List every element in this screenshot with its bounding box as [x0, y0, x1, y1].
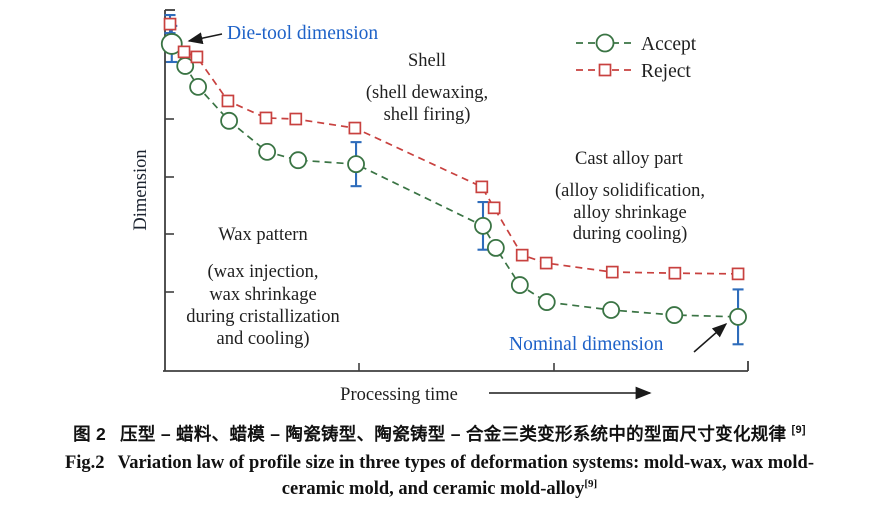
stage-wax-title: Wax pattern: [218, 225, 307, 245]
accept-marker-circle: [602, 301, 621, 319]
reject-marker-square: [177, 45, 191, 59]
stage-shell-line: shell firing): [384, 105, 471, 125]
accept-marker-circle: [258, 142, 277, 161]
caption-en-text2: ceramic mold, and ceramic mold-alloy: [281, 479, 585, 500]
accept-marker-circle: [665, 306, 684, 324]
stage-wax-pattern: Wax pattern (wax injection, wax shrinkag…: [186, 225, 340, 349]
nominal-arrow: [693, 323, 728, 353]
caption-zh-reference: [9]: [791, 424, 806, 437]
reject-marker-square: [731, 267, 745, 281]
legend-accept-circle-icon: [595, 33, 615, 53]
accept-marker-circle: [510, 276, 529, 294]
series-line-accept: [171, 43, 739, 318]
stage-wax-line: wax shrinkage: [209, 285, 316, 305]
stage-shell-line: (shell dewaxing,: [366, 83, 488, 103]
die-tool-dimension-label: Die-tool dimension: [227, 23, 378, 44]
reject-marker-square: [163, 17, 177, 31]
die-tool-arrow: [187, 32, 223, 45]
accept-marker-circle: [486, 238, 505, 257]
accept-marker-circle: [220, 111, 239, 130]
reject-marker-square: [475, 180, 489, 194]
caption-en-line1: Fig.2 Variation law of profile size in th…: [0, 453, 879, 474]
reject-marker-square: [487, 201, 501, 215]
caption-en-text1: Variation law of profile size in three t…: [117, 453, 814, 473]
legend-reject-square-icon: [598, 63, 612, 77]
reject-marker-square: [190, 50, 204, 64]
stage-cast-line: (alloy solidification,: [555, 181, 705, 201]
legend-accept-label: Accept: [641, 34, 697, 55]
stage-shell: Shell (shell dewaxing, shell firing): [366, 51, 488, 125]
accept-marker-circle: [537, 293, 556, 311]
stage-wax-line: and cooling): [217, 329, 310, 349]
y-axis-ticks: [165, 61, 174, 293]
reject-marker-square: [515, 248, 529, 262]
legend: Accept Reject: [576, 33, 697, 82]
stage-shell-title: Shell: [408, 51, 446, 71]
reject-marker-square: [259, 111, 273, 125]
y-axis-label: Dimension: [131, 149, 151, 230]
stage-wax-line: during cristallization: [186, 307, 340, 327]
caption-en-line2: ceramic mold, and ceramic mold-alloy[9]: [0, 478, 879, 500]
stage-wax-line: (wax injection,: [208, 262, 319, 282]
accept-marker-circle: [160, 33, 183, 55]
series-line-reject: [169, 23, 739, 275]
accept-marker-circle: [189, 77, 208, 96]
stage-cast-line: during cooling): [573, 224, 688, 244]
reject-marker-square: [539, 256, 553, 270]
figure-caption: 图 2 压型 – 蜡料、蜡模 – 陶瓷铸型、陶瓷铸型 – 合金三类变形系统中的型面…: [0, 412, 879, 500]
reject-marker-square: [348, 121, 362, 135]
accept-marker-circle: [729, 307, 747, 326]
stage-cast-alloy: Cast alloy part (alloy solidification, a…: [555, 149, 705, 244]
chart-svg: Dimension Processing time Wax pattern (w…: [131, 9, 749, 405]
reject-marker-square: [221, 94, 235, 108]
series-layer: [160, 14, 747, 346]
caption-en-figure-number: Fig.2: [64, 453, 105, 473]
accept-marker-circle: [289, 151, 308, 170]
caption-zh-text: 压型 – 蜡料、蜡模 – 陶瓷铸型、陶瓷铸型 – 合金三类变形系统中的型面尺寸变…: [120, 424, 792, 444]
stage-cast-line: alloy shrinkage: [573, 203, 687, 223]
x-axis-label: Processing time: [340, 385, 458, 405]
caption-zh: 图 2 压型 – 蜡料、蜡模 – 陶瓷铸型、陶瓷铸型 – 合金三类变形系统中的型面…: [0, 421, 879, 446]
reject-marker-square: [605, 265, 619, 279]
x-axis-ticks: [358, 363, 555, 371]
caption-zh-figure-number: 图 2: [73, 424, 107, 444]
accept-marker-circle: [347, 155, 365, 174]
legend-reject-label: Reject: [641, 61, 691, 82]
caption-en-reference: [9]: [584, 478, 598, 490]
stage-cast-title: Cast alloy part: [575, 149, 684, 169]
nominal-dimension-label: Nominal dimension: [509, 334, 664, 355]
axes: [163, 9, 749, 372]
reject-marker-square: [289, 112, 303, 126]
reject-marker-square: [668, 266, 682, 280]
accept-marker-circle: [474, 216, 492, 235]
